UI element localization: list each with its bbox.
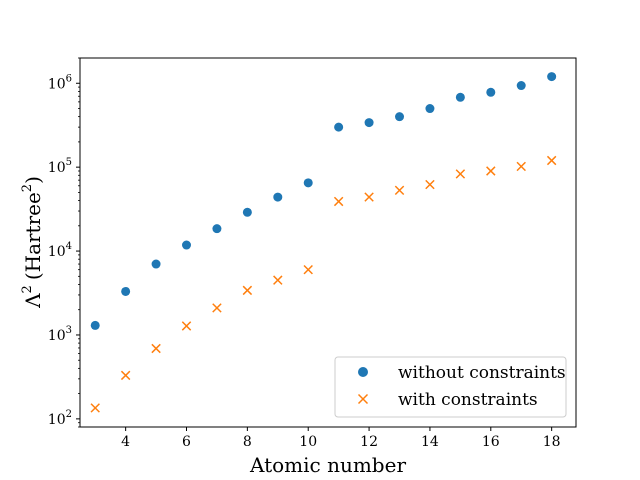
data-point-without-constraints bbox=[486, 87, 496, 97]
y-tick-label: 102 bbox=[48, 409, 72, 428]
data-point-without-constraints bbox=[547, 72, 557, 82]
data-point-with-constraints bbox=[212, 303, 222, 313]
data-point-without-constraints bbox=[334, 122, 344, 132]
y-axis-label-exponent: 2 bbox=[20, 285, 35, 293]
y-tick-label: 103 bbox=[48, 325, 72, 344]
data-point-without-constraints bbox=[455, 92, 465, 102]
x-tick-label: 14 bbox=[421, 434, 439, 450]
data-point-with-constraints bbox=[546, 155, 557, 166]
data-point-without-constraints bbox=[151, 259, 161, 269]
data-point-without-constraints bbox=[242, 207, 252, 217]
legend-label-with-constraints: with constraints bbox=[398, 390, 538, 410]
y-axis-label: Λ2(Hartree2) bbox=[20, 176, 45, 309]
legend-marker-without-constraints bbox=[358, 367, 368, 377]
data-point-with-constraints bbox=[516, 161, 526, 172]
data-point-without-constraints bbox=[182, 240, 192, 250]
y-tick-label: 105 bbox=[48, 157, 72, 176]
data-point-without-constraints bbox=[212, 224, 222, 234]
y-tick-label: 104 bbox=[48, 241, 72, 260]
data-point-with-constraints bbox=[273, 275, 283, 285]
axes: 4 6 8 10 12 14 16 18 102 103 104 105 106 bbox=[48, 57, 577, 450]
y-axis-label-close: ) bbox=[21, 176, 45, 184]
y-axis-label-symbol: Λ bbox=[21, 293, 45, 309]
data-point-with-constraints bbox=[151, 343, 161, 354]
data-point-without-constraints bbox=[364, 118, 374, 128]
data-point-with-constraints bbox=[90, 403, 100, 413]
data-point-with-constraints bbox=[303, 264, 313, 275]
y-tick-label: 106 bbox=[48, 73, 72, 92]
x-tick-label: 12 bbox=[360, 434, 378, 450]
legend: without constraints with constraints bbox=[334, 356, 567, 418]
data-point-with-constraints bbox=[333, 196, 344, 207]
data-point-without-constraints bbox=[121, 286, 131, 296]
x-tick-label: 16 bbox=[482, 434, 500, 450]
plot-frame bbox=[79, 57, 577, 428]
data-point-with-constraints bbox=[455, 169, 466, 179]
y-axis-label-units-exponent: 2 bbox=[20, 184, 35, 192]
data-point-with-constraints bbox=[425, 179, 435, 190]
data-point-without-constraints bbox=[425, 104, 435, 114]
legend-label-without-constraints: without constraints bbox=[398, 363, 566, 383]
data-point-with-constraints bbox=[486, 166, 496, 176]
x-tick-label: 18 bbox=[543, 434, 561, 450]
data-point-with-constraints bbox=[364, 192, 374, 202]
x-tick-label: 10 bbox=[299, 434, 317, 450]
data-point-with-constraints bbox=[242, 285, 253, 296]
data-point-without-constraints bbox=[273, 192, 283, 202]
data-point-without-constraints bbox=[395, 112, 405, 122]
data-point-with-constraints bbox=[120, 370, 131, 381]
data-point-without-constraints bbox=[303, 178, 313, 188]
x-tick-label: 4 bbox=[121, 434, 130, 450]
x-tick-label: 6 bbox=[182, 434, 191, 450]
plot-area bbox=[90, 72, 557, 413]
data-point-with-constraints bbox=[181, 321, 192, 331]
x-axis-label: Atomic number bbox=[249, 453, 406, 477]
data-point-without-constraints bbox=[90, 320, 100, 330]
legend-marker-with-constraints bbox=[357, 393, 369, 405]
data-point-without-constraints bbox=[516, 81, 526, 91]
legend-frame bbox=[334, 356, 567, 418]
y-axis-label-units: (Hartree bbox=[21, 192, 45, 280]
data-point-with-constraints bbox=[394, 185, 405, 196]
x-tick-label: 8 bbox=[243, 434, 252, 450]
